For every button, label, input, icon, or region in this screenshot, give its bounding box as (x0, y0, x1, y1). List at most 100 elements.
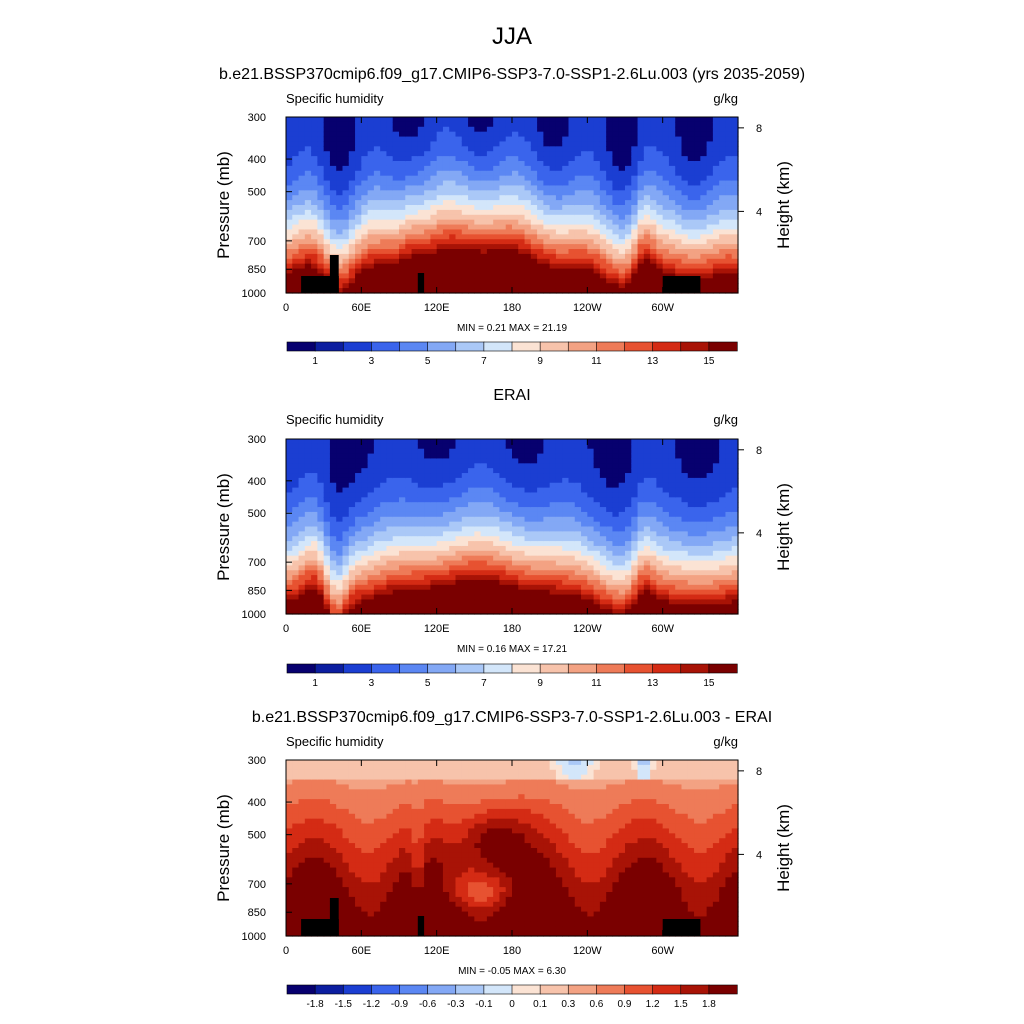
contour-cell (411, 443, 419, 450)
contour-cell (650, 594, 657, 601)
contour-cell (530, 165, 538, 172)
contour-cell (468, 599, 475, 605)
contour-cell (593, 521, 601, 528)
contour-cell (468, 531, 475, 537)
contour-cell (424, 244, 431, 250)
contour-cell (405, 180, 413, 187)
contour-cell (298, 165, 306, 172)
contour-cell (549, 545, 557, 552)
contour-cell (562, 180, 570, 187)
contour-cell (430, 146, 438, 152)
contour-cell (625, 599, 632, 605)
contour-cell (323, 214, 331, 221)
contour-cell (367, 214, 375, 221)
contour-cell (424, 175, 431, 182)
contour-cell (493, 214, 501, 221)
contour-cell (505, 219, 513, 226)
contour-cell (700, 141, 708, 147)
contour-cell (442, 497, 450, 503)
contour-cell (442, 579, 450, 586)
contour-cell (336, 126, 344, 133)
contour-cell (461, 584, 469, 591)
contour-cell (543, 175, 551, 182)
contour-cell (593, 288, 601, 294)
contour-cell (405, 209, 413, 216)
contour-cell (486, 521, 494, 528)
contour-cell (468, 473, 475, 479)
contour-cell (568, 229, 576, 235)
contour-cell (292, 497, 300, 503)
contour-cell (499, 507, 507, 513)
contour-cell (530, 526, 538, 532)
contour-cell (587, 516, 595, 523)
contour-cell (700, 214, 708, 221)
contour-cell (706, 146, 714, 152)
contour-cell (524, 468, 532, 474)
contour-cell (442, 482, 450, 489)
contour-cell (380, 253, 388, 260)
contour-cell (342, 507, 350, 513)
contour-cell (455, 482, 463, 489)
contour-cell (687, 458, 695, 464)
contour-cell (712, 146, 720, 152)
contour-cell (292, 288, 300, 294)
contour-cell (461, 550, 469, 557)
contour-cell (411, 565, 419, 571)
contour-cell (518, 545, 526, 552)
contour-cell (286, 175, 293, 182)
contour-cell (392, 253, 400, 260)
contour-cell (499, 453, 507, 460)
contour-cell (612, 443, 620, 450)
contour-cell (405, 185, 413, 191)
contour-cell (512, 468, 519, 474)
contour-cell (292, 448, 300, 455)
contour-cell (612, 502, 620, 508)
contour-cell (530, 560, 538, 566)
contour-cell (549, 487, 557, 494)
contour-cell (650, 219, 657, 226)
contour-cell (675, 575, 683, 581)
contour-cell (599, 584, 607, 591)
contour-cell (687, 185, 695, 191)
contour-cell (675, 439, 683, 445)
contour-cell (518, 258, 526, 265)
contour-cell (361, 131, 369, 138)
contour-cell (612, 151, 620, 157)
contour-cell (493, 288, 501, 294)
contour-cell (650, 258, 657, 265)
contour-cell (505, 229, 513, 235)
contour-cell (424, 214, 431, 221)
contour-cell (329, 141, 337, 147)
contour-cell (399, 244, 406, 250)
contour-cell (593, 268, 601, 275)
contour-cell (593, 458, 601, 464)
contour-cell (549, 146, 557, 152)
contour-cell (537, 146, 544, 152)
contour-cell (329, 473, 337, 479)
contour-cell (317, 185, 325, 191)
contour-cell (700, 161, 708, 167)
contour-cell (574, 180, 582, 187)
contour-cell (430, 463, 438, 469)
contour-cell (486, 126, 494, 133)
contour-cell (581, 560, 588, 566)
contour-cell (606, 584, 614, 591)
contour-cell (424, 131, 431, 138)
contour-cell (380, 156, 388, 162)
contour-cell (650, 599, 657, 605)
contour-cell (323, 117, 331, 123)
contour-cell (493, 121, 501, 128)
contour-cell (712, 180, 720, 187)
contour-cell (361, 448, 369, 455)
contour-cell (342, 190, 350, 196)
contour-cell (474, 565, 482, 571)
contour-cell (449, 156, 457, 162)
contour-cell (386, 136, 394, 143)
contour-cell (499, 487, 507, 494)
contour-cell (449, 473, 457, 479)
contour-cell (461, 604, 469, 610)
contour-cell (474, 516, 482, 523)
contour-cell (643, 565, 651, 571)
contour-cell (342, 268, 350, 275)
contour-cell (449, 288, 457, 294)
